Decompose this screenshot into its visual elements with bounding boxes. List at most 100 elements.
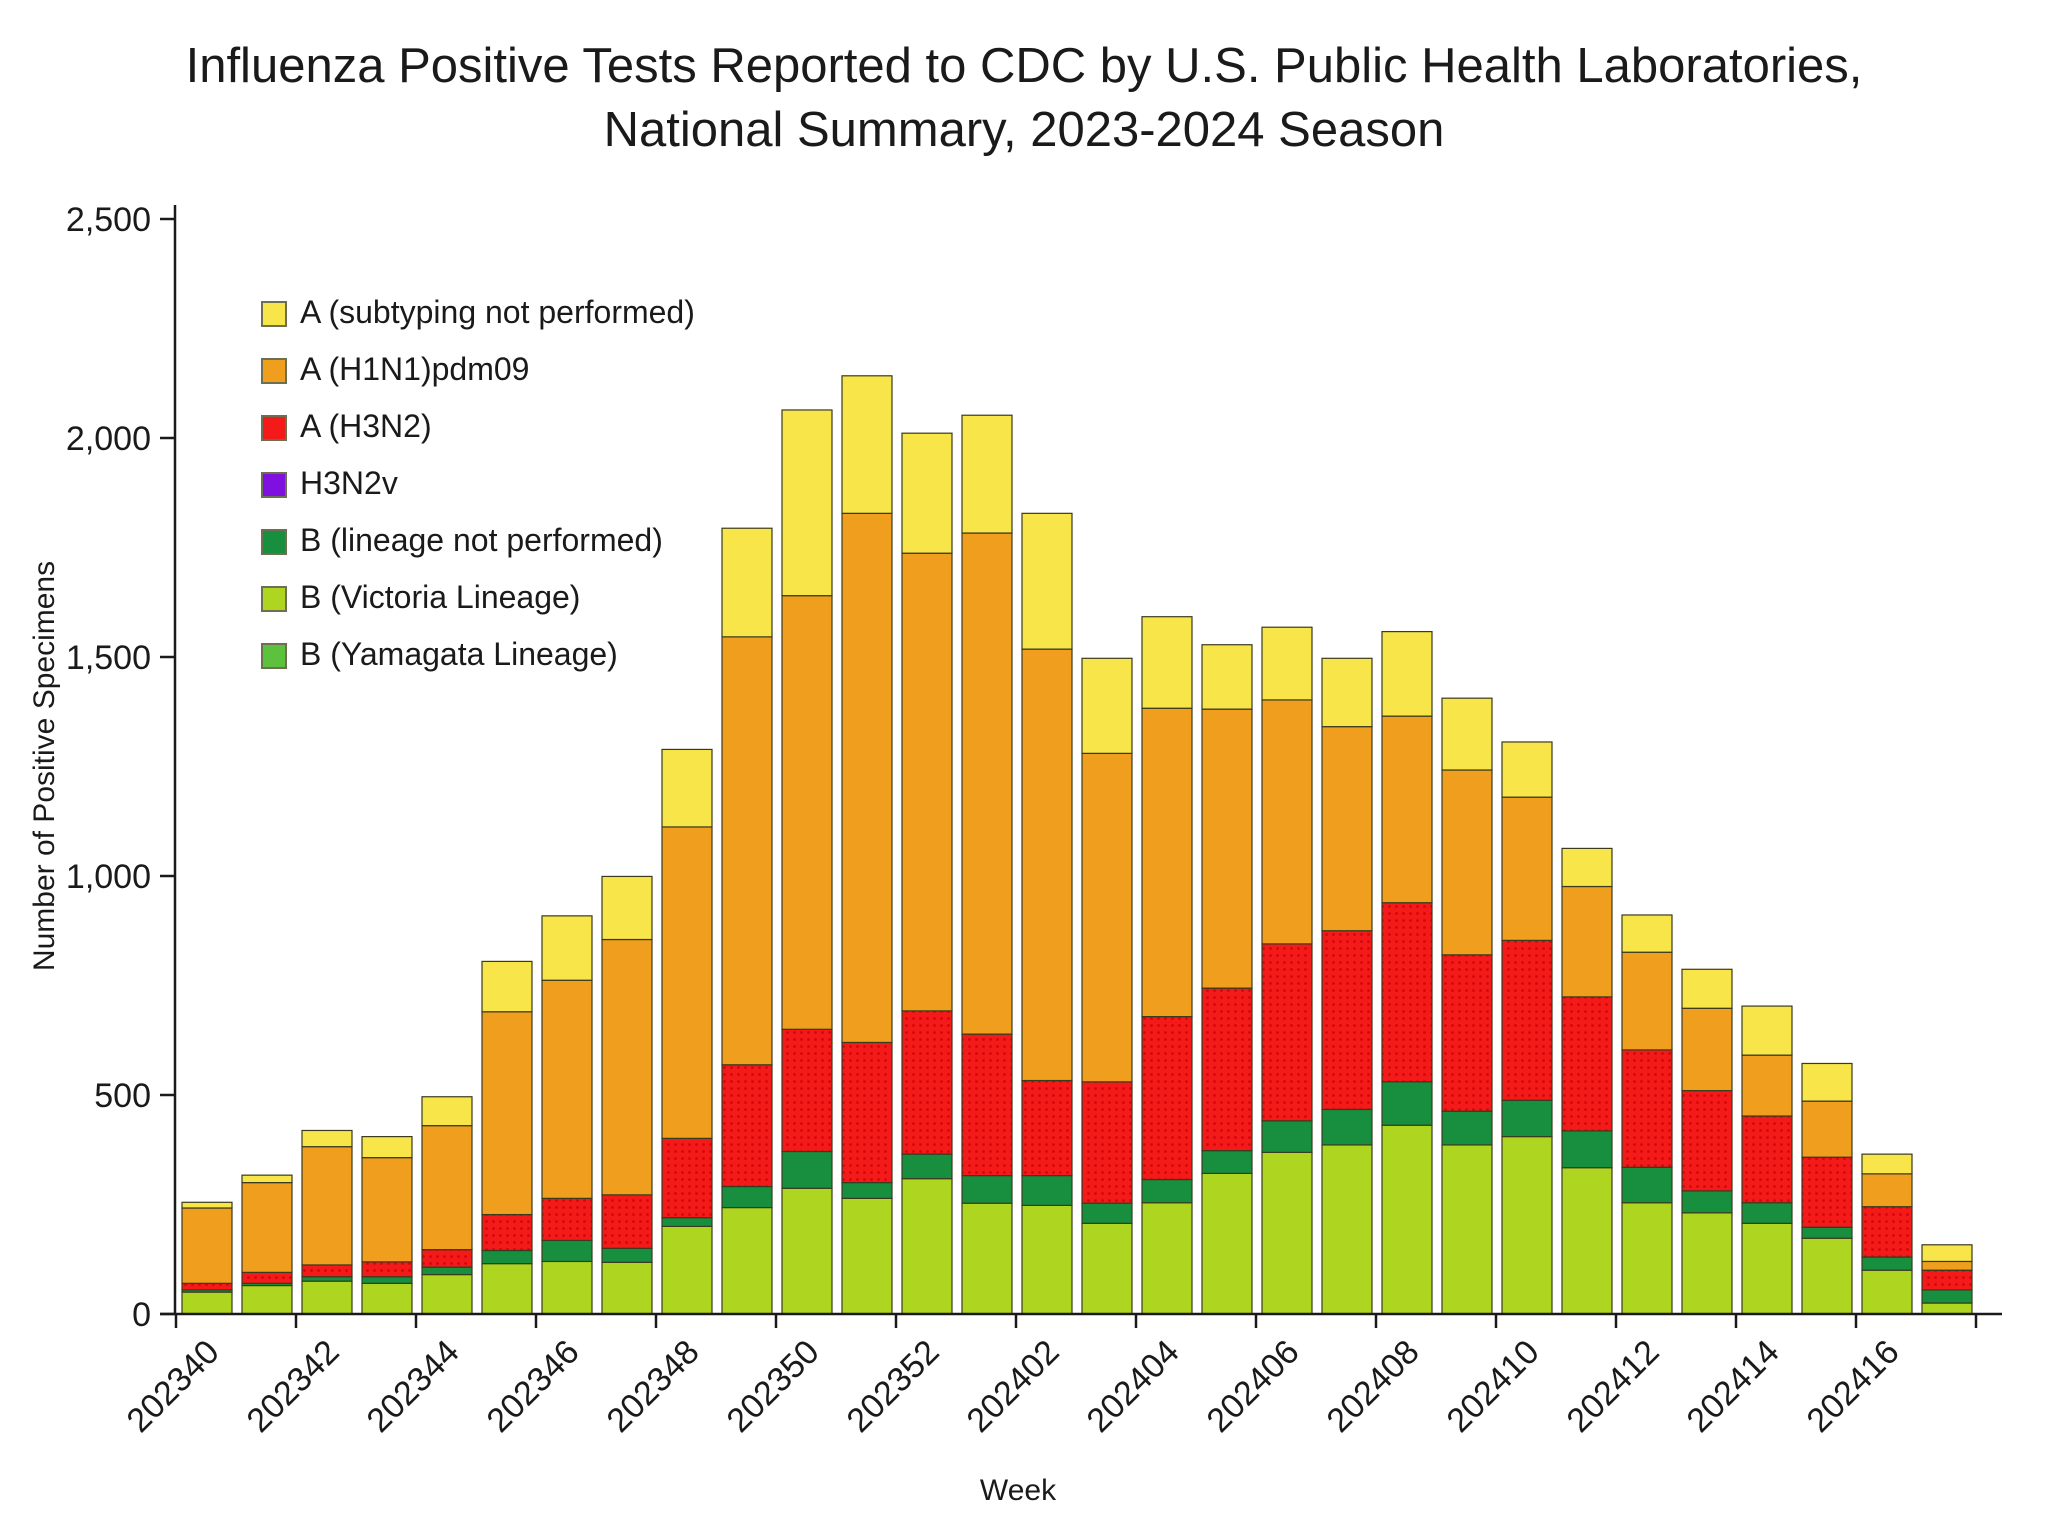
bar-segment (961, 1174, 1013, 1204)
chart-title: Influenza Positive Tests Reported to CDC… (0, 34, 2048, 162)
y-tick-label: 2,500 (66, 201, 151, 239)
svg-text:202408: 202408 (1320, 1333, 1427, 1440)
bar-segment (1381, 1124, 1433, 1315)
bar-segment (961, 1202, 1013, 1315)
bar-segment (1741, 1054, 1793, 1117)
bar-segment (481, 1263, 533, 1315)
bar-segment (1561, 885, 1613, 998)
legend: A (subtyping not performed) A (H1N1)pdm09… (261, 294, 695, 672)
legend-swatch (261, 529, 287, 555)
bar-segment (1921, 1302, 1973, 1315)
bar-202350 (781, 409, 833, 1315)
bar-202405 (1201, 644, 1253, 1315)
chart-title-line2: National Summary, 2023-2024 Season (603, 103, 1445, 157)
bar-202412 (1621, 914, 1673, 1315)
bar-segment (1441, 1110, 1493, 1146)
legend-swatch (261, 472, 287, 498)
x-tick-label: 202406 (1200, 1333, 1307, 1440)
bar-segment (1741, 1005, 1793, 1056)
bar-segment (1081, 752, 1133, 1083)
bar-202342 (301, 1129, 353, 1315)
legend-label: A (subtyping not performed) (300, 294, 695, 330)
bar-segment (301, 1146, 353, 1266)
svg-text:Number of Positive Specimens: Number of Positive Specimens (28, 561, 61, 971)
bar-segment (1261, 1151, 1313, 1315)
bar-segment (721, 1064, 773, 1188)
bar-202340 (181, 1201, 233, 1315)
bar-segment (1501, 1136, 1553, 1315)
bar-segment (1321, 930, 1373, 1111)
bar-segment (1921, 1244, 1973, 1263)
bar-segment (1261, 943, 1313, 1122)
bar-segment (1081, 657, 1133, 754)
bar-segment (781, 409, 833, 597)
x-tick-label: 202348 (600, 1333, 707, 1440)
x-tick-label: 202340 (120, 1333, 227, 1440)
legend-label: A (H1N1)pdm09 (300, 351, 529, 387)
legend-label: B (Yamagata Lineage) (300, 636, 618, 672)
bar-segment (1621, 1202, 1673, 1315)
bar-segment (421, 1096, 473, 1127)
bar-segment (1501, 1099, 1553, 1138)
bar-segment (181, 1282, 233, 1291)
bar-segment (1561, 847, 1613, 888)
bar-segment (841, 512, 893, 1044)
legend-item-h3n2v: H3N2v (261, 465, 398, 501)
bar-segment (1621, 914, 1673, 953)
bar-202417 (1921, 1244, 1973, 1315)
bar-segment (301, 1264, 353, 1278)
bar-202410 (1501, 741, 1553, 1315)
x-tick-label: 202410 (1440, 1333, 1547, 1440)
bar-segment (1021, 512, 1073, 650)
svg-text:202412: 202412 (1560, 1333, 1667, 1440)
bar-segment (1381, 630, 1433, 717)
bar-segment (601, 938, 653, 1196)
bar-segment (1801, 1100, 1853, 1158)
bar-segment (1381, 715, 1433, 904)
svg-text:202346: 202346 (480, 1333, 587, 1440)
svg-text:202404: 202404 (1080, 1333, 1187, 1440)
bar-segment (1321, 1108, 1373, 1146)
bar-segment (661, 1137, 713, 1219)
bar-segment (1681, 1212, 1733, 1315)
bar-202348 (661, 748, 713, 1315)
bar-segment (181, 1291, 233, 1315)
bar-segment (1441, 1144, 1493, 1315)
bar-segment (661, 1217, 713, 1228)
bar-segment (1741, 1222, 1793, 1315)
bar-202344 (421, 1096, 473, 1315)
bar-segment (1801, 1237, 1853, 1315)
bar-segment (481, 1249, 533, 1265)
bar-segment (781, 1187, 833, 1315)
bar-segment (301, 1276, 353, 1282)
legend-item-a-h1n1-pdm09: A (H1N1)pdm09 (261, 351, 529, 387)
bar-segment (1021, 648, 1073, 1082)
x-tick-label: 202408 (1320, 1333, 1427, 1440)
bar-segment (1621, 1166, 1673, 1204)
bar-segment (1201, 644, 1253, 710)
svg-text:202342: 202342 (240, 1333, 347, 1440)
legend-label: A (H3N2) (300, 408, 432, 444)
bar-202403 (1081, 657, 1133, 1315)
bar-segment (361, 1157, 413, 1263)
svg-text:202406: 202406 (1200, 1333, 1307, 1440)
bar-segment (901, 1153, 953, 1180)
bar-segment (541, 979, 593, 1199)
x-tick-label: 202414 (1680, 1333, 1787, 1440)
bar-segment (661, 1225, 713, 1315)
bar-segment (241, 1174, 293, 1184)
bar-segment (1681, 1090, 1733, 1192)
bar-segment (541, 1260, 593, 1315)
bar-segment (1501, 796, 1553, 941)
bar-202407 (1321, 657, 1373, 1315)
bar-segment (1501, 741, 1553, 798)
x-tick-label: 202346 (480, 1333, 587, 1440)
svg-text:202344: 202344 (360, 1333, 467, 1440)
bar-segment (1561, 1130, 1613, 1169)
bar-segment (721, 527, 773, 638)
bar-segment (901, 1010, 953, 1155)
svg-text:202340: 202340 (120, 1333, 227, 1440)
bar-segment (721, 1206, 773, 1315)
legend-label: H3N2v (300, 465, 398, 501)
bar-202351 (841, 375, 893, 1315)
